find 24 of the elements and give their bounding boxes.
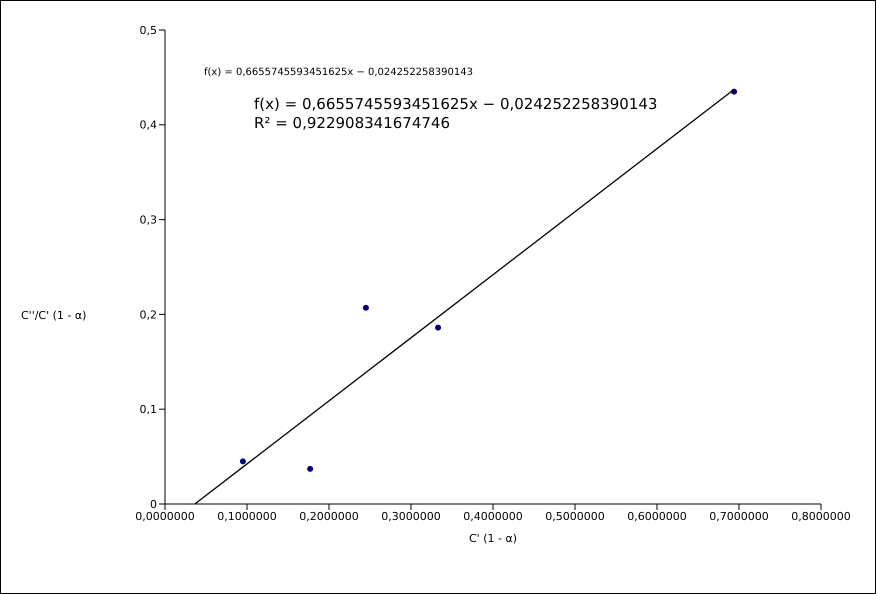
y-tick-label: 0,2 (140, 308, 157, 322)
x-tick-label: 0,4000000 (463, 510, 523, 523)
annotation: f(x) = 0,6655745593451625x − 0,024252258390143 (254, 95, 658, 113)
point (362, 304, 369, 311)
y-tick-label: 0 (150, 498, 157, 511)
point (435, 324, 442, 331)
x-tick-label: 0,2000000 (299, 510, 359, 523)
y-tick-label: 0,4 (140, 118, 157, 132)
y-tick-label: 0,1 (140, 403, 157, 416)
annotation: R² = 0,922908341674746 (254, 114, 450, 132)
annotation: f(x) = 0,6655745593451625x − 0,024252258390143 (204, 67, 473, 78)
x-tick-label: 0,3000000 (381, 510, 441, 523)
y-axis-title: C''/C' (1 - α) (21, 309, 86, 322)
point (240, 458, 246, 464)
y-tick-label: 0,3 (140, 214, 157, 227)
point (307, 466, 314, 472)
x-tick-label: 0,0000000 (135, 510, 195, 523)
x-tick-label: 0,6000000 (627, 510, 687, 523)
y-tick-label: 0,5 (140, 24, 157, 37)
x-tick-label: 0,7000000 (709, 510, 769, 523)
x-axis-title: C' (1 - α) (469, 532, 517, 545)
x-tick-label: 0,1000000 (217, 510, 277, 523)
x-tick-label: 0,8000000 (791, 510, 851, 523)
x-tick-label: 0,5000000 (545, 510, 605, 523)
